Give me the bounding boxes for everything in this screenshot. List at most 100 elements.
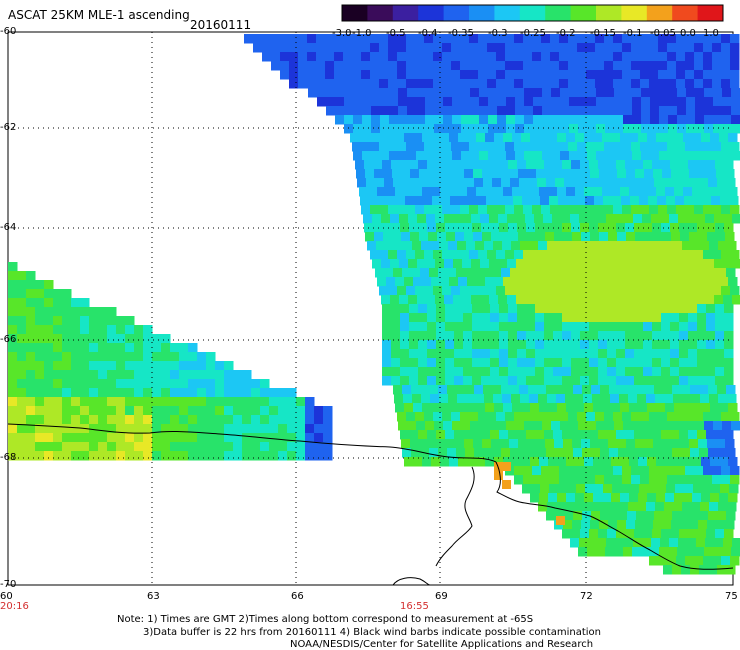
data-cell: [62, 406, 72, 416]
data-cell: [451, 43, 461, 53]
data-cell: [523, 43, 533, 53]
data-cell: [627, 385, 637, 395]
data-cell: [396, 196, 406, 206]
data-cell: [638, 133, 648, 143]
data-cell: [645, 448, 655, 458]
data-cell: [62, 433, 72, 443]
data-cell: [598, 367, 608, 377]
data-cell: [571, 304, 581, 314]
data-cell: [395, 133, 405, 143]
data-cell: [482, 232, 492, 242]
data-cell: [487, 61, 497, 71]
data-cell: [690, 385, 700, 395]
data-cell: [593, 457, 603, 467]
data-cell: [595, 52, 605, 62]
data-cell: [724, 358, 734, 368]
colorbar-swatch: [596, 5, 622, 21]
data-cell: [568, 142, 578, 152]
data-cell: [407, 88, 417, 98]
data-cell: [427, 430, 437, 440]
data-cell: [560, 106, 570, 116]
data-cell: [179, 370, 189, 380]
data-cell: [424, 70, 434, 80]
data-cell: [541, 286, 551, 296]
data-cell: [62, 343, 72, 353]
data-cell: [708, 448, 718, 458]
data-cell: [553, 304, 563, 314]
data-cell: [517, 331, 527, 341]
data-cell: [557, 277, 567, 287]
data-cell: [505, 79, 515, 89]
coastline: [7, 423, 734, 586]
data-cell: [361, 142, 371, 152]
data-cell: [545, 232, 555, 242]
data-cell: [262, 52, 272, 62]
data-cell: [627, 268, 637, 278]
data-cell: [361, 70, 371, 80]
data-cell: [343, 34, 353, 44]
data-cell: [620, 403, 630, 413]
data-cell: [508, 304, 518, 314]
data-cell: [572, 169, 582, 179]
data-cell: [197, 361, 207, 371]
data-cell: [631, 61, 641, 71]
data-cell: [529, 394, 539, 404]
data-cell: [600, 448, 610, 458]
data-cell: [622, 205, 632, 215]
data-cell: [515, 151, 525, 161]
data-cell: [639, 484, 649, 494]
data-cell: [553, 430, 563, 440]
data-cell: [692, 493, 702, 503]
data-cell: [206, 406, 216, 416]
data-cell: [668, 124, 678, 134]
data-cell: [631, 205, 641, 215]
data-cell: [62, 379, 72, 389]
colorbar-label: -0.05: [650, 28, 676, 39]
data-cell: [379, 142, 389, 152]
data-cell: [535, 376, 545, 386]
data-cell: [622, 412, 632, 422]
data-cell: [569, 88, 579, 98]
data-cell: [679, 322, 689, 332]
data-cell: [604, 205, 614, 215]
data-cell: [515, 106, 525, 116]
data-cell: [388, 142, 398, 152]
data-cell: [658, 286, 668, 296]
data-cell: [604, 412, 614, 422]
data-cell: [701, 457, 711, 467]
data-cell: [655, 394, 665, 404]
data-cell: [452, 106, 462, 116]
data-cell: [613, 142, 623, 152]
data-cell: [662, 520, 672, 530]
data-cell: [530, 277, 540, 287]
data-cell: [717, 448, 727, 458]
data-cell: [566, 277, 576, 287]
data-cell: [445, 160, 455, 170]
data-cell: [561, 295, 571, 305]
data-cell: [622, 286, 632, 296]
data-cell: [667, 412, 677, 422]
colorbar-label: -0.35: [448, 28, 474, 39]
data-cell: [433, 412, 443, 422]
data-cell: [557, 457, 567, 467]
data-cell: [688, 376, 698, 386]
data-cell: [661, 340, 671, 350]
data-cell: [652, 430, 662, 440]
data-cell: [418, 223, 428, 233]
data-cell: [365, 169, 375, 179]
data-cell: [407, 97, 417, 107]
data-cell: [460, 70, 470, 80]
data-cell: [466, 241, 476, 251]
data-cell: [661, 529, 671, 539]
data-cell: [116, 424, 126, 434]
data-cell: [469, 79, 479, 89]
data-cell: [389, 115, 399, 125]
data-cell: [594, 196, 604, 206]
data-cell: [8, 406, 18, 416]
data-cell: [242, 415, 252, 425]
data-cell: [548, 403, 558, 413]
data-cell: [323, 406, 333, 416]
data-cell: [720, 196, 730, 206]
data-cell: [373, 223, 383, 233]
data-cell: [562, 331, 572, 341]
